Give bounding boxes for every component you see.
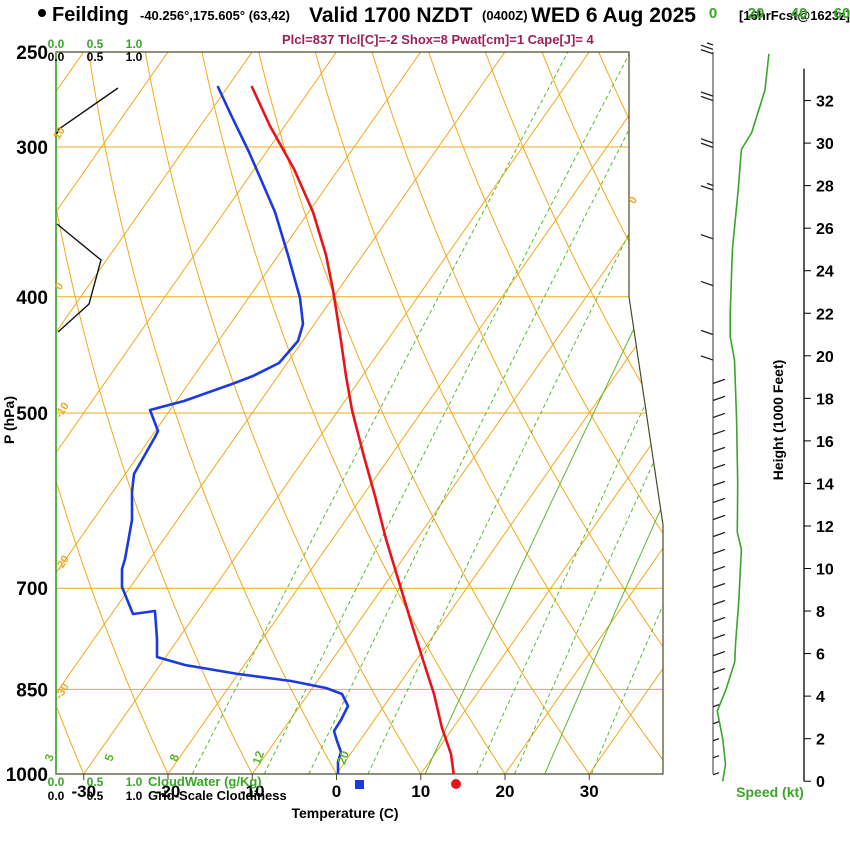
svg-text:Feilding: Feilding (52, 4, 129, 26)
svg-text:40: 40 (791, 5, 808, 22)
svg-text:WED 6 Aug 2025: WED 6 Aug 2025 (531, 4, 696, 27)
svg-text:Temperature (C): Temperature (C) (291, 805, 398, 821)
svg-text:Height (1000 Feet): Height (1000 Feet) (770, 360, 786, 481)
svg-text:-40.256°,175.605° (63,42): -40.256°,175.605° (63,42) (140, 8, 290, 23)
svg-text:400: 400 (16, 288, 48, 309)
svg-text:6: 6 (816, 647, 825, 664)
svg-text:60: 60 (834, 5, 850, 22)
svg-text:0: 0 (332, 782, 341, 801)
svg-text:26: 26 (816, 221, 834, 238)
svg-text:1.0: 1.0 (126, 37, 143, 51)
svg-text:700: 700 (16, 579, 48, 600)
svg-text:20: 20 (748, 5, 765, 22)
svg-text:1.0: 1.0 (126, 789, 143, 803)
svg-text:32: 32 (816, 94, 834, 111)
svg-text:10: 10 (411, 782, 430, 801)
svg-text:0: 0 (709, 5, 717, 22)
svg-text:0.0: 0.0 (48, 789, 65, 803)
svg-text:2: 2 (816, 732, 825, 749)
svg-text:Speed (kt): Speed (kt) (736, 784, 804, 800)
svg-text:CloudWater (g/Kg): CloudWater (g/Kg) (148, 774, 262, 789)
svg-text:28: 28 (816, 179, 834, 196)
svg-text:0.0: 0.0 (48, 50, 65, 64)
svg-text:0.0: 0.0 (48, 775, 65, 789)
svg-text:0.0: 0.0 (48, 37, 65, 51)
svg-text:16: 16 (816, 434, 834, 451)
svg-text:0.5: 0.5 (87, 789, 104, 803)
svg-text:30: 30 (816, 136, 834, 153)
svg-text:1.0: 1.0 (126, 775, 143, 789)
svg-text:10: 10 (816, 562, 834, 579)
svg-text:500: 500 (16, 404, 48, 425)
svg-text:20: 20 (496, 782, 515, 801)
svg-text:12: 12 (816, 519, 834, 536)
svg-text:(0400Z): (0400Z) (482, 8, 528, 23)
svg-text:0: 0 (816, 774, 825, 791)
svg-text:18: 18 (816, 391, 834, 408)
svg-text:30: 30 (580, 782, 599, 801)
svg-text:850: 850 (16, 680, 48, 701)
svg-text:Valid 1700 NZDT: Valid 1700 NZDT (309, 4, 473, 27)
svg-text:0.5: 0.5 (87, 37, 104, 51)
svg-text:250: 250 (16, 43, 48, 64)
svg-text:24: 24 (816, 264, 834, 281)
svg-text:14: 14 (816, 476, 834, 493)
svg-text:Plcl=837 Tlcl[C]=-2 Shox=8 Pwa: Plcl=837 Tlcl[C]=-2 Shox=8 Pwat[cm]=1 Ca… (282, 32, 595, 47)
svg-text:0.5: 0.5 (87, 50, 104, 64)
svg-text:300: 300 (16, 138, 48, 159)
svg-text:Grid-Scale Cloudiness: Grid-Scale Cloudiness (148, 788, 287, 803)
svg-text:22: 22 (816, 306, 834, 323)
svg-text:0.5: 0.5 (87, 775, 104, 789)
svg-text:20: 20 (816, 349, 834, 366)
svg-text:4: 4 (816, 689, 825, 706)
svg-text:P (hPa): P (hPa) (1, 396, 17, 444)
svg-text:8: 8 (816, 604, 825, 621)
svg-text:1.0: 1.0 (126, 50, 143, 64)
svg-text:1000: 1000 (6, 765, 48, 786)
